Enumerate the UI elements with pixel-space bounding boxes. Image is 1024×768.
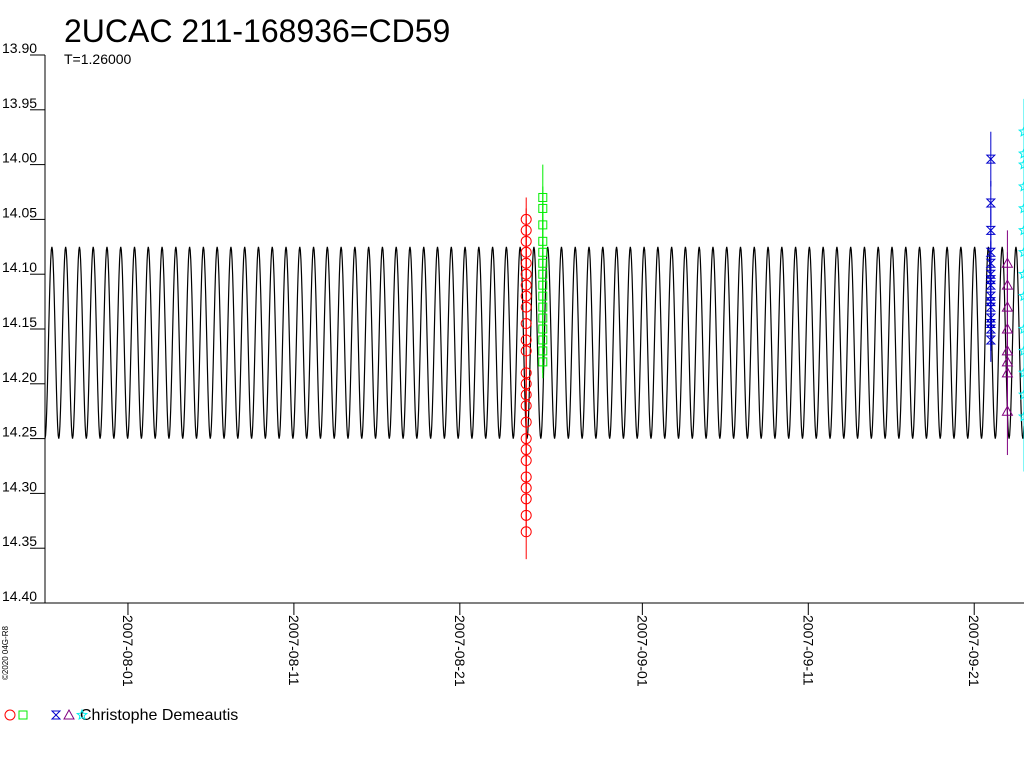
marker xyxy=(75,708,89,721)
marker xyxy=(1017,202,1024,214)
marker xyxy=(1017,289,1024,302)
y-tick-label: 14.05 xyxy=(2,204,37,220)
marker xyxy=(1017,147,1024,159)
marker xyxy=(1017,388,1024,400)
marker xyxy=(1017,158,1024,170)
y-tick-label: 13.90 xyxy=(2,40,37,56)
marker xyxy=(1017,224,1024,236)
marker xyxy=(1017,245,1024,258)
x-tick-label: 2007-08-21 xyxy=(452,615,468,687)
y-tick-label: 14.40 xyxy=(2,588,37,604)
marker xyxy=(1017,125,1024,137)
marker xyxy=(18,710,28,720)
marker xyxy=(1017,410,1024,422)
marker xyxy=(985,198,997,208)
marker xyxy=(985,335,997,345)
x-tick-label: 2007-08-11 xyxy=(286,615,302,686)
marker xyxy=(985,302,997,312)
marker xyxy=(520,526,532,538)
chart-subtitle: T=1.26000 xyxy=(64,51,132,67)
marker xyxy=(985,247,997,257)
marker xyxy=(985,258,997,268)
marker xyxy=(985,324,997,334)
marker xyxy=(50,710,62,720)
marker xyxy=(1001,405,1014,416)
copyright: ©2020 04G-R8 xyxy=(1,626,10,680)
y-tick-label: 14.10 xyxy=(2,259,37,275)
y-tick-label: 14.25 xyxy=(2,424,37,440)
x-tick-label: 2007-09-11 xyxy=(800,615,816,686)
marker xyxy=(985,225,997,235)
marker xyxy=(1017,180,1024,192)
y-tick-label: 13.95 xyxy=(2,95,37,111)
y-tick-label: 14.35 xyxy=(2,533,37,549)
chart-title: 2UCAC 211-168936=CD59 xyxy=(64,13,450,49)
marker xyxy=(1017,344,1024,357)
marker xyxy=(1017,267,1024,280)
y-tick-label: 14.30 xyxy=(2,478,37,494)
y-tick-label: 14.15 xyxy=(2,314,37,330)
legend-label: Christophe Demeautis xyxy=(80,707,238,724)
marker xyxy=(4,709,16,721)
x-tick-label: 2007-09-21 xyxy=(966,615,982,687)
marker xyxy=(985,154,997,164)
marker xyxy=(985,280,997,290)
y-tick-label: 14.20 xyxy=(2,369,37,385)
plot-area xyxy=(45,98,1024,560)
y-tick-label: 14.00 xyxy=(2,150,37,166)
x-tick-label: 2007-09-01 xyxy=(634,615,650,687)
marker xyxy=(63,708,75,720)
model-curve xyxy=(45,246,1024,439)
x-tick-label: 2007-08-01 xyxy=(120,615,136,687)
marker xyxy=(538,357,548,367)
marker xyxy=(1017,322,1024,335)
marker xyxy=(1017,366,1024,378)
